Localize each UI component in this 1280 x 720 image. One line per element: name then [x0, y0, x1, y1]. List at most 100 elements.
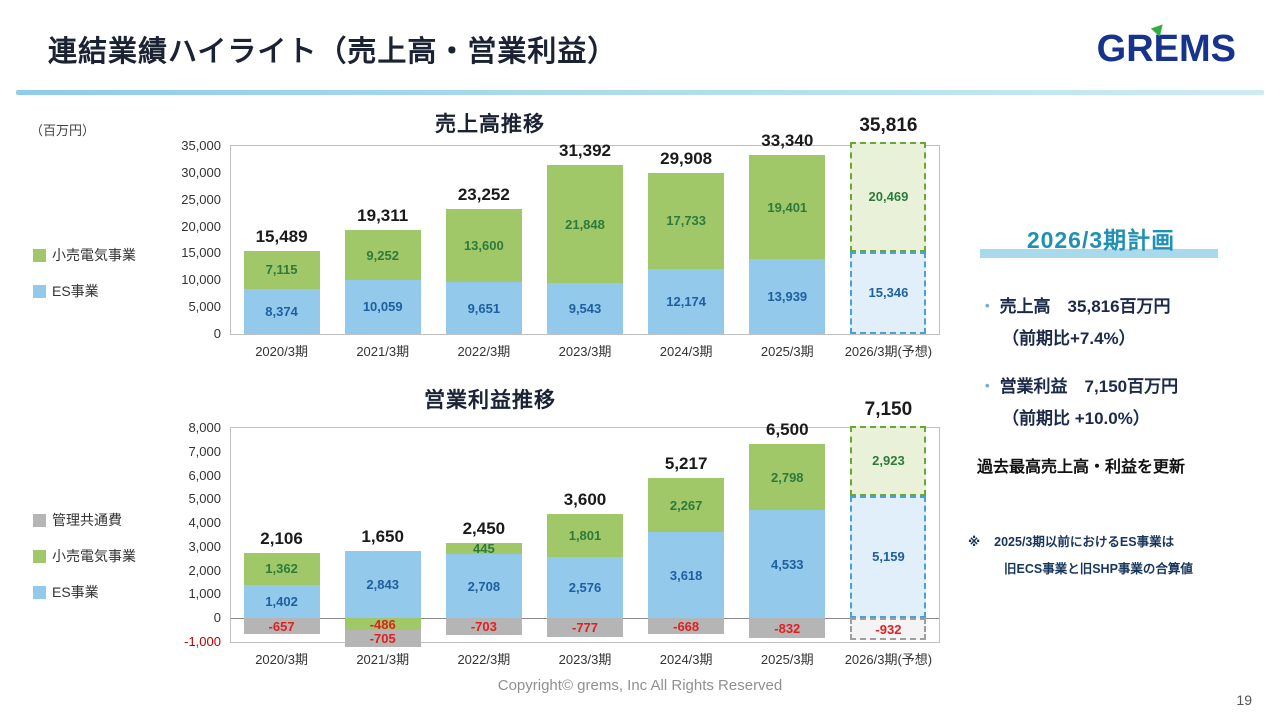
legend-label: 小売電気事業 [52, 548, 136, 564]
legend-swatch-blue [33, 585, 46, 599]
y-axis-tick: 5,000 [188, 299, 221, 315]
plan-bullet-profit: 営業利益 7,150百万円 [985, 372, 1179, 397]
category-label: 2025/3期 [760, 652, 814, 667]
bar-value-label: -832 [774, 620, 801, 636]
bar-value-label: 1,362 [265, 561, 298, 577]
bar-segment-es: 10,059 [344, 279, 421, 334]
bar-value-label: 2,798 [771, 469, 804, 485]
total-label: 33,340 [761, 130, 814, 150]
total-label: 1,650 [361, 526, 404, 546]
bar-value-label: 10,059 [362, 299, 403, 315]
legend-label: ES事業 [52, 584, 99, 600]
y-axis-tick: 7,000 [188, 443, 221, 459]
bar-value-label: 3,618 [669, 567, 703, 583]
bar-segment-es: 4,533 [749, 510, 826, 619]
y-axis-tick: 8,000 [188, 420, 221, 435]
legend-label: 小売電気事業 [52, 247, 136, 263]
bar-value-label: 19,401 [767, 199, 808, 215]
bar-segment-retail: 445 [445, 541, 522, 557]
plan-heading-underline [980, 249, 1218, 258]
bar-segment-es: 1,402 [243, 584, 320, 619]
total-label: 19,311 [357, 206, 409, 226]
category-label: 2024/3期 [659, 344, 713, 359]
bar-segment-retail: 13,600 [445, 209, 522, 283]
legend-item-retail: 小売電気事業 [33, 245, 136, 265]
bar-value-label: 2,708 [467, 578, 501, 594]
category-label: 2026/3期(予想) [844, 344, 933, 359]
total-label: 15,489 [255, 226, 308, 246]
plan-bullet-revenue-sub: （前期比+7.4%） [1002, 329, 1136, 348]
header-accent-rule [16, 90, 1264, 95]
bar-value-label: -705 [369, 630, 396, 646]
bar-segment-admin: -703 [445, 618, 522, 635]
bar-value-label: 2,923 [872, 453, 905, 469]
bar-segment-retail: 2,267 [648, 478, 725, 533]
bar-value-label: 445 [472, 541, 495, 557]
bar-segment-es: 3,618 [648, 532, 725, 619]
y-axis-tick: 6,000 [188, 467, 221, 483]
y-axis-tick: 15,000 [181, 245, 221, 261]
unit-label: （百万円） [30, 123, 96, 138]
category-label: 2023/3期 [558, 344, 612, 359]
category-label: 2026/3期(予想) [844, 652, 933, 667]
bar-segment-retail: 1,801 [547, 514, 623, 557]
revenue-chart-title: 売上高推移 [435, 113, 545, 136]
bar-segment-retail-forecast: 2,923 [850, 426, 927, 496]
category-label: 2021/3期 [356, 652, 410, 667]
category-label: 2024/3期 [659, 652, 713, 667]
bar-segment-es: 9,651 [445, 282, 522, 334]
legend-item-retail: 小売電気事業 [33, 546, 136, 566]
bar-segment-es-forecast: 15,346 [850, 251, 927, 334]
plan-bullet-revenue: 売上高 35,816百万円 [985, 292, 1171, 317]
y-axis-tick: 0 [213, 326, 221, 341]
bar-segment-es: 2,843 [344, 550, 421, 619]
total-label: 31,392 [559, 141, 611, 161]
bar-value-label: 7,115 [265, 262, 298, 278]
y-axis-tick: 25,000 [181, 191, 221, 207]
logo-text: GREMS [1096, 28, 1236, 70]
bar-segment-retail: 2,798 [749, 443, 826, 511]
bar-value-label: -703 [470, 619, 497, 635]
bar-segment-admin: -657 [243, 618, 320, 634]
y-axis-tick: 1,000 [188, 586, 221, 602]
company-logo: GREMS [1096, 20, 1236, 71]
bar-value-label: 9,543 [568, 300, 602, 316]
total-label: 6,500 [766, 419, 809, 439]
profit-chart: 8,000 7,000 6,000 5,000 4,000 3,000 2,000 1,000… [184, 399, 940, 667]
bar-value-label: 9,651 [467, 300, 501, 316]
total-label: 5,217 [664, 454, 708, 474]
total-label: 29,908 [660, 149, 713, 169]
footnote-line1: ※ 2025/3期以前におけるES事業は [968, 531, 1174, 550]
legend-profit: 管理共通費 小売電気事業 ES事業 [33, 510, 136, 618]
legend-item-es: ES事業 [33, 281, 136, 301]
bar-value-label: 21,848 [565, 216, 605, 232]
bar-value-label: 15,346 [868, 285, 909, 301]
bar-segment-es: 13,939 [749, 259, 826, 334]
category-label: 2022/3期 [457, 344, 511, 359]
total-label: 3,600 [563, 490, 607, 510]
legend-label: 管理共通費 [52, 512, 122, 528]
bar-value-label: 17,733 [666, 213, 707, 229]
revenue-chart: 35,000 30,000 25,000 20,000 15,000 10,000 5,00… [181, 115, 940, 359]
bar-value-label: 5,159 [872, 549, 905, 565]
total-label: 35,816 [859, 114, 918, 136]
bar-value-label: 4,533 [771, 556, 804, 572]
legend-revenue: 小売電気事業 ES事業 [33, 245, 136, 317]
category-label: 2020/3期 [255, 652, 308, 667]
bar-segment-retail: 7,115 [243, 250, 320, 289]
plan-heading: 2026/3期計画 [1026, 227, 1176, 253]
legend-swatch-gray [33, 513, 46, 527]
y-axis-tick: 35,000 [181, 138, 221, 153]
y-axis-tick: 3,000 [188, 538, 221, 554]
bar-value-label: 8,374 [265, 304, 298, 319]
plan-bullet-profit-sub: （前期比 +10.0%） [1002, 409, 1150, 428]
footnote-mark: ※ [968, 535, 981, 549]
bar-segment-es: 2,576 [547, 556, 623, 619]
bar-value-label: -657 [268, 618, 295, 634]
y-axis-tick: 0 [213, 610, 221, 626]
bar-value-label: -777 [571, 619, 599, 635]
legend-item-es: ES事業 [33, 582, 136, 602]
copyright: Copyright© grems, Inc All Rights Reserve… [497, 677, 783, 694]
category-label: 2022/3期 [457, 652, 511, 667]
